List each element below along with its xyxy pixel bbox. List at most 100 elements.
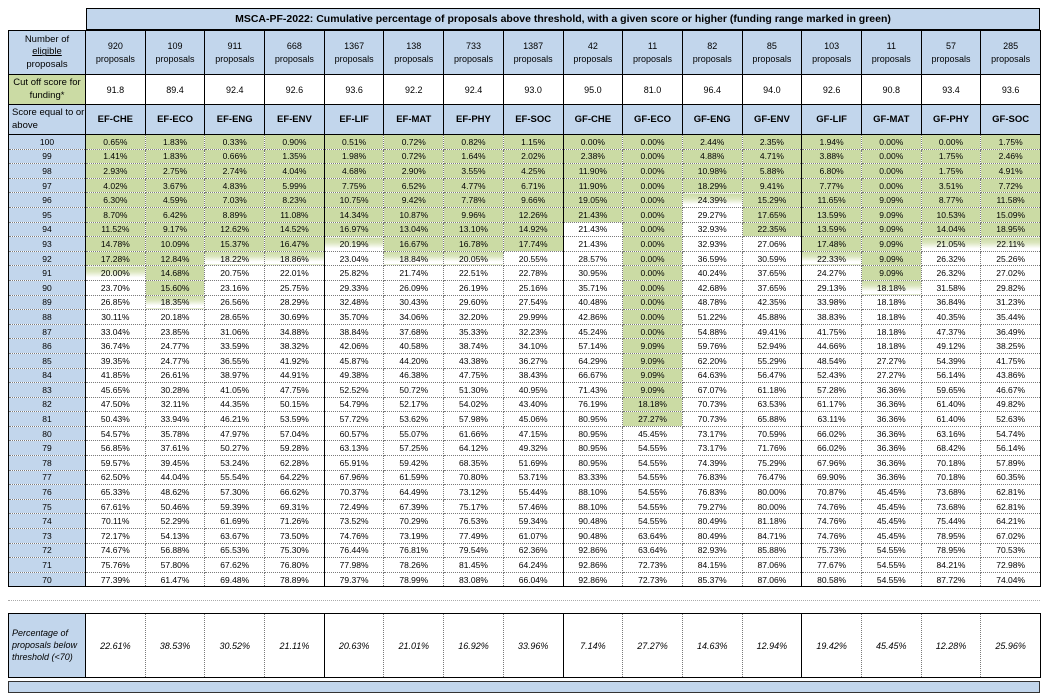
score-label-cell: 71 (8, 557, 86, 573)
percent-cell: 27.02% (980, 265, 1041, 281)
percent-cell: 46.38% (383, 368, 445, 384)
percent-cell: 9.09% (622, 368, 683, 384)
percent-cell: 9.09% (861, 236, 922, 252)
percent-cell: 78.95% (921, 543, 982, 559)
proposal-count-cell: 11 proposals (622, 30, 683, 75)
score-row: 99 1.41% 1.83% 0.66% 1.35% 1.98% 0.72% 1.64% 2.0… (8, 149, 1041, 165)
percent-cell: 8.89% (204, 207, 266, 223)
percent-cell: 37.65% (742, 280, 803, 296)
percent-cell: 54.55% (622, 513, 683, 530)
percent-cell: 63.11% (801, 411, 862, 427)
percent-cell: 18.84% (383, 251, 445, 267)
percent-cell: 70.73% (682, 397, 743, 413)
panel-name-cell: EF-SOC (502, 104, 564, 135)
percent-cell: 52.29% (145, 513, 206, 530)
score-row: 96 6.30% 4.59% 7.03% 8.23% 10.75% 9.42% 7.78% 9.… (8, 192, 1041, 208)
percent-cell: 21.43% (563, 236, 624, 252)
percent-cell: 0.00% (861, 163, 922, 179)
below-threshold-cell: 12.28% (921, 613, 982, 678)
percent-cell: 45.88% (742, 309, 803, 325)
percent-cell: 18.22% (204, 251, 266, 267)
percent-cell: 61.69% (204, 513, 266, 530)
panel-name-cell: GF-PHY (920, 104, 982, 135)
proposal-count-cell: 733 proposals (443, 30, 504, 75)
proposal-count-cell: 1367 proposals (323, 30, 385, 75)
percent-cell: 0.00% (861, 178, 922, 194)
percent-cell: 77.49% (443, 528, 504, 544)
percent-cell: 14.52% (264, 222, 325, 238)
percent-cell: 31.23% (980, 295, 1041, 311)
percent-cell: 72.73% (622, 557, 683, 573)
score-label-cell: 84 (8, 368, 86, 384)
percent-cell: 48.78% (682, 295, 743, 311)
percent-cell: 39.45% (145, 455, 206, 471)
percent-cell: 31.06% (204, 324, 266, 340)
percent-cell: 80.49% (682, 528, 743, 544)
percent-cell: 55.44% (503, 484, 564, 500)
score-row: 74 70.11% 52.29% 61.69% 71.26% 73.52% 70.29% 76… (8, 513, 1041, 530)
percent-cell: 41.92% (264, 353, 325, 369)
percent-cell: 54.88% (682, 324, 743, 340)
percent-cell: 55.29% (742, 353, 803, 369)
percent-cell: 66.02% (801, 426, 862, 442)
percent-cell: 46.67% (980, 382, 1041, 398)
percent-cell: 36.49% (980, 324, 1041, 340)
percent-cell: 72.17% (85, 528, 146, 544)
percent-cell: 68.35% (443, 455, 504, 471)
score-row: 80 54.57% 35.78% 47.97% 57.04% 60.57% 55.07% 61… (8, 426, 1041, 442)
percent-cell: 59.76% (682, 338, 743, 354)
percent-cell: 68.42% (921, 440, 982, 457)
percent-cell: 0.00% (622, 251, 683, 267)
percent-cell: 63.53% (742, 397, 803, 413)
panel-name-cell: EF-ENV (264, 104, 325, 135)
percent-cell: 9.09% (622, 338, 683, 354)
percent-cell: 59.65% (921, 382, 982, 398)
percent-cell: 9.17% (145, 222, 206, 238)
score-label-cell: 75 (8, 499, 86, 515)
below-threshold-cell: 21.01% (383, 613, 445, 678)
proposal-count-cell: 911 proposals (204, 30, 266, 75)
percent-cell: 54.55% (861, 572, 922, 588)
eligible-proposals-label: Number of eligible proposals (8, 30, 86, 75)
percent-cell: 70.18% (921, 455, 982, 471)
percent-cell: 11.90% (563, 163, 624, 179)
percent-cell: 51.30% (443, 382, 504, 398)
percent-cell: 18.18% (622, 397, 683, 413)
percent-cell: 43.40% (503, 397, 564, 413)
percent-cell: 69.31% (264, 499, 325, 515)
score-label-cell: 90 (8, 280, 86, 296)
percent-cell: 49.12% (921, 338, 982, 354)
percent-cell: 0.00% (622, 265, 683, 281)
percent-cell: 0.00% (622, 295, 683, 311)
percent-cell: 54.55% (622, 440, 683, 457)
percent-cell: 0.90% (264, 134, 325, 150)
percent-cell: 7.78% (443, 192, 504, 208)
percent-cell: 27.27% (861, 353, 922, 369)
percent-cell: 5.99% (264, 178, 325, 194)
percent-cell: 75.76% (85, 557, 146, 573)
percent-cell: 50.72% (383, 382, 445, 398)
percent-cell: 2.90% (383, 163, 445, 179)
percent-cell: 87.06% (742, 557, 803, 573)
below-threshold-cell: 12.94% (742, 613, 803, 678)
percent-cell: 36.36% (861, 455, 922, 471)
percent-cell: 75.29% (742, 455, 803, 471)
percent-cell: 42.35% (742, 295, 803, 311)
percent-cell: 73.19% (383, 528, 445, 544)
score-label-cell: 96 (8, 192, 86, 208)
percent-cell: 7.77% (801, 178, 862, 194)
percent-cell: 0.72% (383, 134, 445, 150)
percent-cell: 63.67% (204, 528, 266, 544)
percent-cell: 63.16% (921, 426, 982, 442)
percent-cell: 88.10% (563, 499, 624, 515)
percent-cell: 54.57% (85, 426, 146, 442)
percent-cell: 20.55% (503, 251, 564, 267)
percent-cell: 64.63% (682, 368, 743, 384)
percent-cell: 56.14% (980, 440, 1041, 457)
percent-cell: 80.58% (801, 572, 862, 588)
score-label-cell: 85 (8, 353, 86, 369)
percent-cell: 6.30% (85, 192, 146, 208)
percent-cell: 2.75% (145, 163, 206, 179)
percent-cell: 20.18% (145, 309, 206, 325)
percent-cell: 70.11% (85, 513, 146, 530)
